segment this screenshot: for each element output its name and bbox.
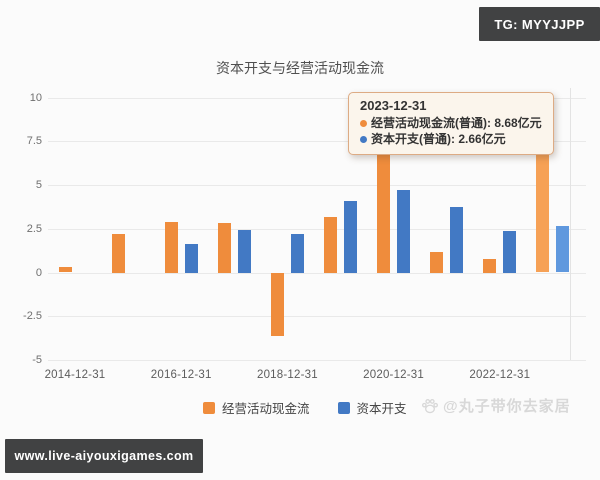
legend-swatch-icon: [337, 401, 350, 414]
y-axis-label: 5: [35, 179, 42, 191]
gridline: [48, 316, 586, 318]
site-url-badge: www.live-aiyouxigames.com: [5, 439, 203, 473]
y-axis-label: 2.5: [26, 222, 42, 235]
legend-label: 经营活动现金流: [222, 402, 310, 416]
y-axis-label: -5: [32, 354, 42, 366]
tooltip-row-capex: 资本开支(普通): 2.66亿元: [360, 131, 542, 147]
x-axis-label: 2014-12-31: [44, 369, 106, 381]
x-axis-label: 2020-12-31: [363, 369, 424, 381]
legend-item-capex[interactable]: 资本开支: [337, 398, 407, 417]
watermark: @丸子带你去家居: [420, 395, 571, 416]
bar-capex-2019-12-31[interactable]: [344, 200, 357, 273]
bar-capex-2018-12-31[interactable]: [290, 234, 304, 273]
chart-tooltip: 2023-12-31 经营活动现金流(普通): 8.68亿元 资本开支(普通):…: [348, 92, 554, 155]
tooltip-row-text: 资本开支(普通): 2.66亿元: [371, 132, 506, 146]
gridline: [48, 97, 586, 99]
site-url-badge-text: www.live-aiyouxigames.com: [14, 449, 194, 463]
bar-capex-2021-12-31[interactable]: [450, 206, 464, 273]
bar-capex-2022-12-31[interactable]: [503, 230, 517, 273]
bar-operating-cashflow-2023-12-31[interactable]: [536, 120, 550, 273]
y-axis-label: -2.5: [23, 310, 42, 323]
legend-label: 资本开支: [356, 402, 407, 416]
bar-capex-2023-12-31[interactable]: [556, 225, 570, 273]
gridline: [48, 228, 586, 230]
series-dot-icon: [360, 119, 367, 127]
gridline: [48, 185, 586, 186]
bar-operating-cashflow-2018-12-31[interactable]: [270, 272, 284, 336]
chart-legend: 经营活动现金流 资本开支: [203, 398, 407, 417]
watermark-text: @丸子带你去家居: [443, 398, 571, 415]
x-axis-label: 2016-12-31: [150, 369, 212, 381]
bar-operating-cashflow-2017-12-31[interactable]: [217, 222, 231, 273]
x-axis-label: 2022-12-31: [469, 369, 531, 381]
tooltip-date: 2023-12-31: [360, 98, 427, 113]
x-axis-label: 2018-12-31: [256, 369, 318, 381]
bar-capex-2017-12-31[interactable]: [237, 229, 251, 273]
tg-badge-text: TG: MYYJJPP: [494, 16, 585, 32]
bar-capex-2016-12-31[interactable]: [184, 243, 198, 273]
bar-capex-2020-12-31[interactable]: [397, 190, 411, 273]
tooltip-row-text: 经营活动现金流(普通): 8.68亿元: [371, 116, 542, 130]
bar-operating-cashflow-2014-12-31[interactable]: [58, 266, 72, 273]
series-dot-icon: [360, 135, 367, 143]
gridline: [48, 141, 586, 143]
y-axis-label: 7.5: [26, 135, 42, 148]
legend-swatch-icon: [203, 401, 215, 414]
gridline: [48, 360, 586, 361]
bar-operating-cashflow-2015-12-31[interactable]: [111, 234, 125, 273]
tooltip-row-operating-cashflow: 经营活动现金流(普通): 8.68亿元: [360, 115, 542, 131]
axis-pointer-line: [570, 88, 571, 360]
y-axis-label: 10: [29, 91, 42, 104]
tg-badge: TG: MYYJJPP: [479, 7, 600, 41]
bar-operating-cashflow-2016-12-31[interactable]: [164, 221, 178, 273]
legend-item-operating-cashflow[interactable]: 经营活动现金流: [203, 398, 310, 417]
chart-title: 资本开支与经营活动现金流: [216, 60, 384, 76]
bar-operating-cashflow-2022-12-31[interactable]: [483, 258, 497, 273]
y-axis-label: 0: [35, 266, 42, 279]
paw-icon: [421, 398, 438, 413]
bar-operating-cashflow-2019-12-31[interactable]: [324, 216, 337, 273]
bar-operating-cashflow-2021-12-31[interactable]: [430, 252, 444, 273]
gridline: [48, 272, 586, 274]
